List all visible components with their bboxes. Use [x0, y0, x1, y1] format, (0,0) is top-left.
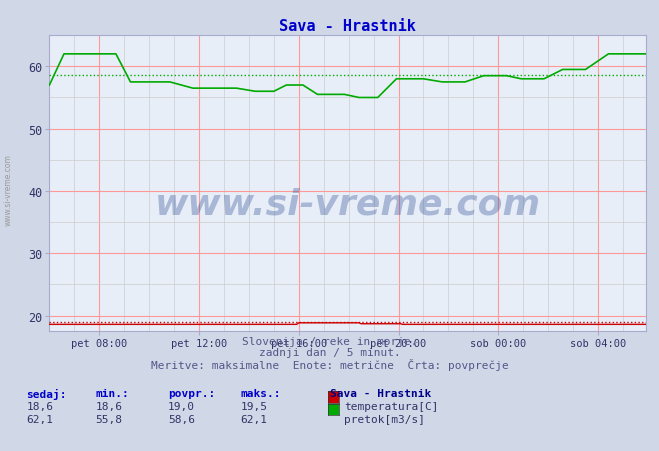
- Text: 58,6: 58,6: [168, 414, 195, 424]
- Text: pretok[m3/s]: pretok[m3/s]: [344, 414, 425, 424]
- Text: 18,6: 18,6: [96, 401, 123, 411]
- Text: www.si-vreme.com: www.si-vreme.com: [3, 153, 13, 226]
- Text: 19,5: 19,5: [241, 401, 268, 411]
- Text: Slovenija / reke in morje.: Slovenija / reke in morje.: [242, 336, 417, 346]
- Text: Sava - Hrastnik: Sava - Hrastnik: [330, 388, 431, 398]
- Text: 62,1: 62,1: [26, 414, 53, 424]
- Text: zadnji dan / 5 minut.: zadnji dan / 5 minut.: [258, 347, 401, 357]
- Text: www.si-vreme.com: www.si-vreme.com: [155, 188, 540, 221]
- Text: 62,1: 62,1: [241, 414, 268, 424]
- Text: povpr.:: povpr.:: [168, 388, 215, 398]
- Text: Meritve: maksimalne  Enote: metrične  Črta: povprečje: Meritve: maksimalne Enote: metrične Črta…: [151, 359, 508, 371]
- Text: 18,6: 18,6: [26, 401, 53, 411]
- Title: Sava - Hrastnik: Sava - Hrastnik: [279, 18, 416, 33]
- Text: 19,0: 19,0: [168, 401, 195, 411]
- Text: temperatura[C]: temperatura[C]: [344, 401, 438, 411]
- Text: sedaj:: sedaj:: [26, 388, 67, 399]
- Text: maks.:: maks.:: [241, 388, 281, 398]
- Text: min.:: min.:: [96, 388, 129, 398]
- Text: 55,8: 55,8: [96, 414, 123, 424]
